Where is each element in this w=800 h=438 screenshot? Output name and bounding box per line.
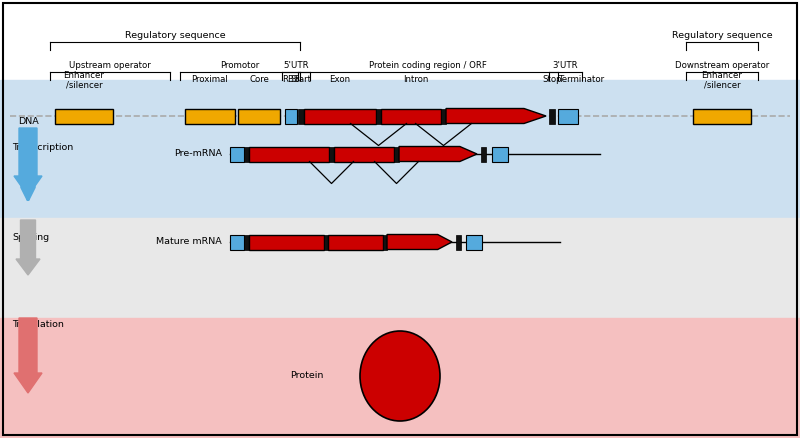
Bar — [481, 146, 486, 162]
Text: Terminator: Terminator — [559, 75, 605, 84]
Text: Translation: Translation — [12, 320, 64, 329]
Bar — [549, 109, 555, 124]
Bar — [324, 234, 328, 250]
Text: Splicing: Splicing — [12, 233, 49, 242]
FancyArrow shape — [16, 220, 40, 275]
Bar — [0, 80, 800, 218]
Text: Enhancer
/silencer: Enhancer /silencer — [702, 71, 742, 90]
Bar — [249, 234, 324, 250]
Bar — [238, 109, 280, 124]
Bar — [230, 234, 244, 250]
FancyArrow shape — [14, 318, 42, 393]
Bar — [394, 146, 399, 162]
Bar — [249, 146, 329, 162]
Text: Protein: Protein — [290, 371, 323, 381]
Text: Start: Start — [290, 75, 311, 84]
Bar — [693, 109, 751, 124]
Bar — [381, 109, 441, 124]
Text: Proximal: Proximal — [192, 75, 228, 84]
Text: Protein coding region / ORF: Protein coding region / ORF — [369, 61, 487, 70]
Bar — [0, 318, 800, 438]
Text: Enhancer
/silencer: Enhancer /silencer — [63, 71, 105, 90]
Polygon shape — [387, 234, 452, 250]
Bar — [298, 109, 304, 124]
Text: 5'UTR: 5'UTR — [283, 61, 309, 70]
Bar — [383, 234, 387, 250]
Bar — [456, 234, 461, 250]
Text: Exon: Exon — [330, 75, 350, 84]
Bar — [334, 146, 394, 162]
Bar — [376, 109, 381, 124]
Text: Transcription: Transcription — [12, 143, 74, 152]
Bar — [328, 234, 383, 250]
Text: 3'UTR: 3'UTR — [553, 61, 578, 70]
Text: Mature mRNA: Mature mRNA — [156, 237, 222, 247]
Text: Upstream operator: Upstream operator — [69, 61, 151, 70]
Bar — [244, 146, 249, 162]
Text: Intron: Intron — [403, 75, 429, 84]
Text: Downstream operator: Downstream operator — [675, 61, 769, 70]
Polygon shape — [446, 109, 546, 124]
Text: Core: Core — [249, 75, 269, 84]
Text: Regulatory sequence: Regulatory sequence — [672, 31, 772, 40]
Bar — [492, 146, 508, 162]
Text: Regulatory sequence: Regulatory sequence — [125, 31, 226, 40]
Bar — [244, 234, 249, 250]
FancyArrow shape — [14, 128, 42, 196]
Text: Pre-mRNA: Pre-mRNA — [174, 149, 222, 159]
Bar — [285, 109, 297, 124]
Bar — [185, 109, 235, 124]
Bar — [0, 218, 800, 318]
Bar — [441, 109, 446, 124]
Polygon shape — [399, 146, 477, 162]
Ellipse shape — [360, 331, 440, 421]
Bar — [329, 146, 334, 162]
Bar — [558, 109, 578, 124]
Bar — [55, 109, 113, 124]
Text: Promotor: Promotor — [220, 61, 260, 70]
Bar — [466, 234, 482, 250]
Bar — [304, 109, 376, 124]
Bar — [230, 146, 244, 162]
Text: Stop: Stop — [542, 75, 562, 84]
Text: RBS: RBS — [282, 75, 300, 84]
Text: DNA: DNA — [18, 117, 38, 126]
